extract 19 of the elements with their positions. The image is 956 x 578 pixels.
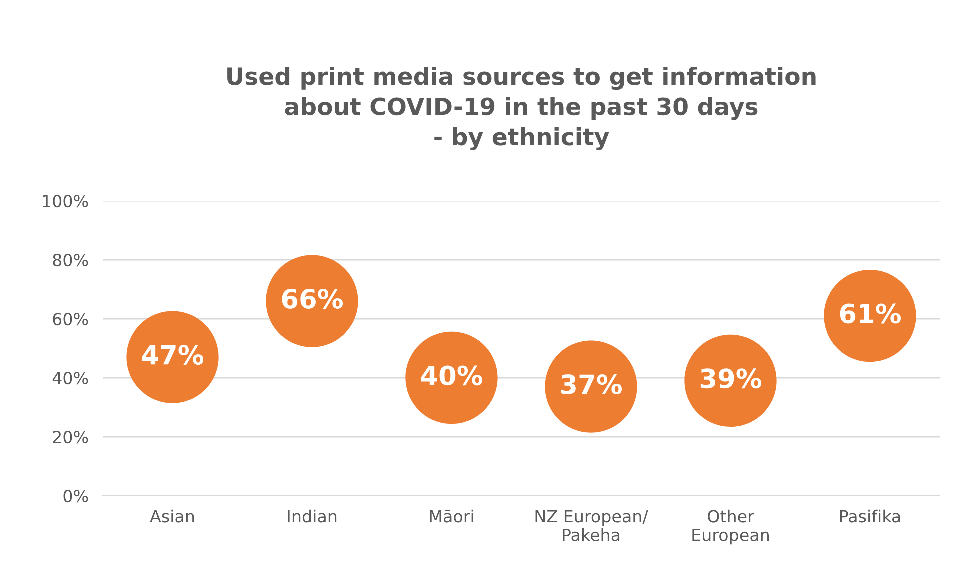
data-label: 40% — [421, 366, 482, 386]
y-tick-label: 40% — [52, 372, 88, 385]
x-tick-label: Pasifika — [840, 510, 900, 523]
y-tick-label: 0% — [64, 490, 88, 503]
y-tick-label: 20% — [53, 430, 88, 444]
x-tick-label: Other European — [692, 510, 770, 545]
data-label: 61% — [840, 304, 901, 324]
data-label: 47% — [142, 345, 204, 366]
x-tick-label: Asian — [150, 510, 194, 523]
y-tick-label: 60% — [53, 312, 88, 326]
y-tick-label: 100% — [43, 194, 88, 208]
y-tick-label: 80% — [53, 254, 88, 267]
chart-title: Used print media sources to get information about COVID-19 in the past 30 days - by ethnicity — [228, 67, 816, 151]
data-label: 66% — [282, 288, 343, 309]
x-tick-label: NZ European/ Pakeha — [536, 510, 648, 542]
data-label: 37% — [561, 374, 622, 395]
x-tick-label: Māori — [430, 510, 474, 523]
data-label: 39% — [700, 368, 762, 389]
x-tick-label: Indian — [288, 510, 337, 523]
